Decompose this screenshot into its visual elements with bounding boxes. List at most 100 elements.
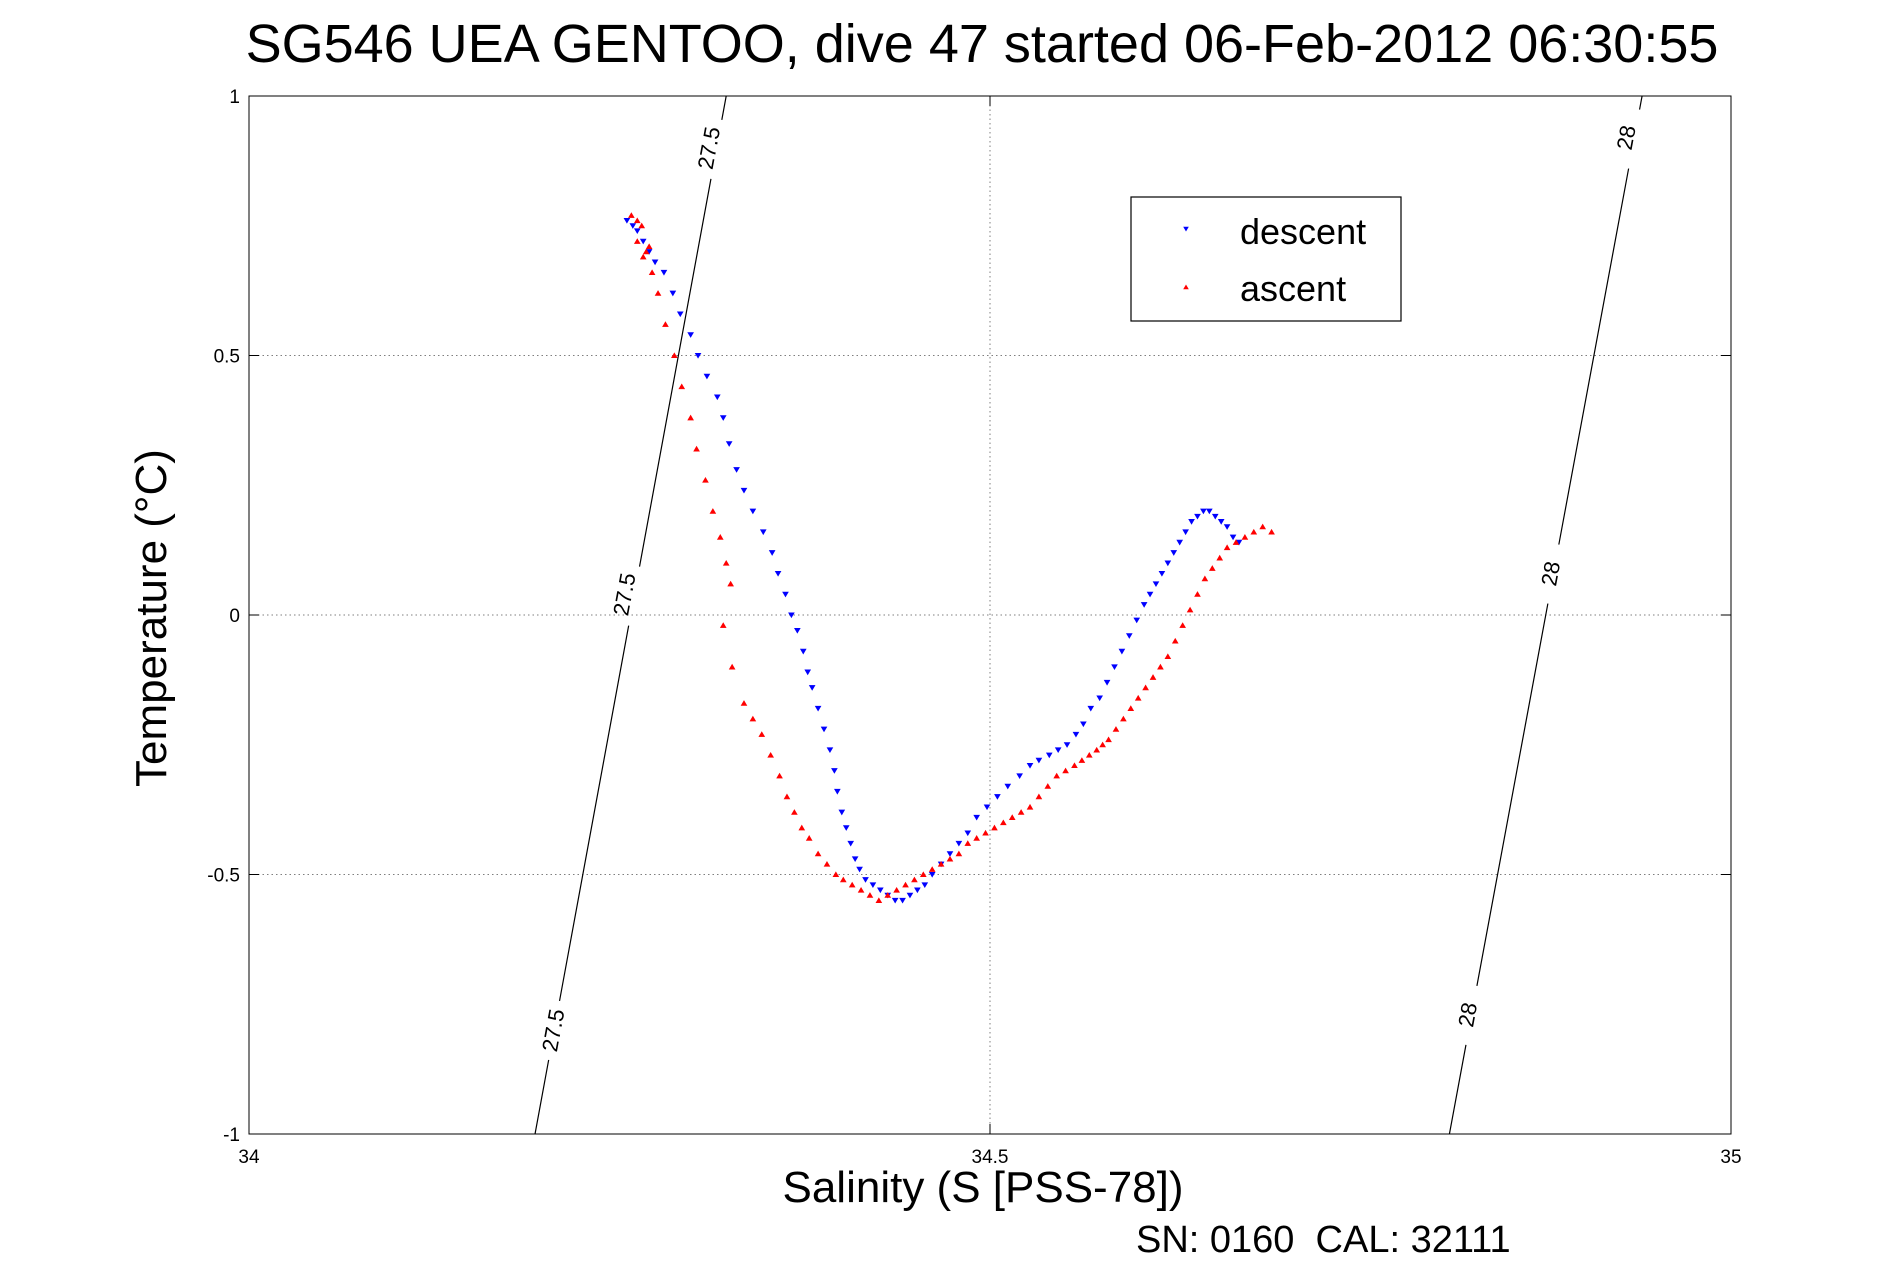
ascent-point (973, 835, 980, 841)
descent-point (660, 269, 668, 276)
ascent-point (1053, 772, 1061, 779)
ascent-point (1194, 591, 1201, 597)
descent-point (1217, 519, 1225, 525)
legend: descent ascent (1130, 196, 1402, 322)
ascent-point (722, 559, 730, 566)
descent-point (1118, 648, 1126, 655)
descent-point (788, 612, 795, 619)
descent-point (1035, 757, 1043, 764)
ascent-point (814, 850, 822, 857)
ascent-point (1044, 783, 1052, 789)
ascent-point (671, 352, 678, 359)
descent-point (1152, 581, 1160, 587)
descent-point (1016, 773, 1023, 780)
ascent-point (1035, 793, 1043, 800)
ascent-point (638, 222, 646, 229)
descent-point (1125, 633, 1133, 639)
descent-point (1206, 508, 1213, 515)
descent-point (964, 830, 972, 837)
ascent-point (1216, 554, 1224, 561)
ascent-point (928, 866, 936, 872)
marker-layer (623, 212, 1275, 904)
x-axis-label: Salinity (S [PSS-78]) (782, 1163, 1183, 1212)
tick-labels: 34 34.5 35 -1 -0.5 0 0.5 1 (207, 87, 1741, 1168)
ascent-point (1078, 757, 1086, 763)
ascent-point (798, 824, 806, 831)
ascent-point (645, 243, 653, 250)
ascent-point (964, 840, 972, 846)
chart-title: SG546 UEA GENTOO, dive 47 started 06-Feb… (246, 14, 1719, 74)
ascent-point (902, 881, 909, 888)
ascent-point (758, 731, 766, 737)
descent-point (814, 705, 822, 712)
ascent-point (848, 881, 856, 888)
descent-point (834, 788, 841, 795)
descent-point (1140, 602, 1148, 608)
isopycnal-line (534, 95, 727, 1135)
ascent-point (1127, 705, 1135, 711)
ascent-point (749, 715, 757, 722)
descent-point (1096, 695, 1103, 702)
ascent-point (893, 886, 900, 893)
ascent-point (687, 414, 694, 421)
descent-point (1111, 664, 1118, 671)
ascent-point (628, 212, 635, 218)
ascent-point (1157, 663, 1164, 670)
ascent-point (911, 876, 918, 883)
descent-point (1063, 742, 1071, 748)
ascent-point (937, 861, 945, 867)
ascent-point (1000, 819, 1007, 826)
descent-point (899, 897, 906, 904)
ascent-point (982, 829, 989, 836)
descent-point (838, 809, 846, 816)
descent-point (928, 871, 936, 878)
ascent-point (1008, 814, 1016, 820)
descent-point (891, 897, 899, 904)
descent-point (623, 218, 631, 224)
ascent-point (839, 876, 847, 883)
ascent-point (728, 663, 736, 670)
descent-point (869, 882, 877, 888)
ascent-point (639, 253, 647, 260)
descent-point (759, 529, 767, 536)
ascent-point (702, 476, 709, 483)
y-axis-label: Temperature (°C) (127, 449, 176, 787)
isopycnal-label: 28 (1612, 123, 1641, 152)
descent-point (782, 591, 789, 598)
descent-point (906, 892, 914, 899)
ascent-point (1149, 674, 1157, 680)
ascent-point (1085, 752, 1093, 758)
descent-point (842, 825, 850, 831)
plot-area (248, 95, 1732, 1135)
descent-point (831, 768, 838, 774)
descent-point (669, 290, 677, 297)
descent-point (826, 747, 834, 754)
descent-point (725, 441, 733, 447)
ascent-point (1201, 575, 1209, 582)
descent-point (804, 669, 812, 676)
descent-point (1170, 550, 1178, 556)
descent-point (1146, 591, 1154, 598)
ascent-point (642, 248, 650, 255)
descent-point (847, 840, 855, 847)
descent-point (820, 726, 828, 733)
legend-label-descent: descent (1240, 211, 1366, 252)
ascent-point (716, 534, 724, 540)
descent-point (877, 887, 884, 894)
descent-point (1229, 534, 1237, 541)
ascent-point (719, 622, 727, 628)
descent-point (740, 487, 748, 494)
ascent-point (875, 897, 883, 903)
descent-point (694, 352, 702, 359)
descent-point (1211, 513, 1219, 520)
ascent-point (709, 508, 717, 514)
ascent-point (955, 850, 963, 857)
serial-calibration-footer: SN: 0160 CAL: 32111 (1136, 1219, 1511, 1261)
descent-point (1158, 570, 1166, 577)
ascent-point (1142, 684, 1149, 691)
ascent-point (1026, 803, 1034, 810)
ascent-point (1208, 565, 1216, 571)
ascent-point (1093, 746, 1101, 753)
ascent-point (1071, 762, 1078, 769)
